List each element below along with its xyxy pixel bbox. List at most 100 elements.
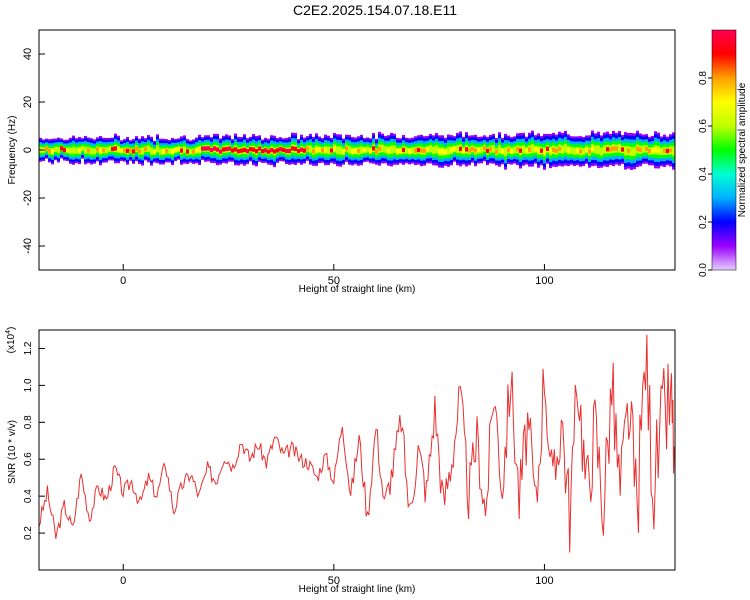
snr-y-axis-label: SNR (10 * v/v)	[7, 420, 18, 484]
snr-x-tick-label: 0	[120, 575, 126, 587]
spectrogram-cell	[228, 146, 231, 151]
spectrogram-cell	[621, 147, 624, 152]
spectrogram-cell	[234, 147, 237, 152]
figure-title: C2E2.2025.154.07.18.E11	[293, 2, 457, 18]
spectrogram-cell	[528, 147, 531, 152]
spectrogram-cell	[561, 147, 564, 152]
spectrogram-cell	[429, 146, 432, 151]
spectrogram-cell	[459, 146, 462, 152]
spectrogram-y-tick-label: -40	[22, 238, 34, 254]
spectrogram-cell	[405, 148, 408, 153]
spectrogram-cell	[552, 147, 555, 152]
spectrogram-cell	[147, 146, 150, 151]
spectrogram-y-tick-label: 20	[22, 96, 34, 108]
spectrogram-cell	[279, 147, 282, 152]
snr-y-multiplier-exponent: 4	[5, 330, 12, 334]
spectrogram-cell	[576, 148, 579, 153]
spectrogram-cell	[492, 146, 495, 151]
spectrogram-cell	[300, 147, 303, 152]
spectrogram-cell	[393, 147, 396, 152]
spectrogram-cell	[351, 149, 354, 154]
spectrogram-cell	[240, 148, 243, 153]
spectrogram-cell	[654, 147, 657, 152]
snr-x-tick-label: 50	[328, 575, 340, 587]
spectrogram-x-axis-label: Height of straight line (km)	[299, 284, 416, 295]
snr-y-tick-label: 0.2	[23, 526, 34, 540]
svg-text:(x104): (x104)	[5, 327, 17, 354]
spectrogram-cell	[69, 148, 72, 153]
spectrogram-cell	[498, 147, 501, 152]
spectrogram-cell	[453, 146, 456, 152]
spectrogram-cell	[90, 149, 93, 154]
spectrogram-cell	[354, 148, 357, 154]
spectrogram-cell	[603, 147, 606, 152]
spectrogram-cell	[648, 148, 651, 154]
spectrogram-cell	[360, 147, 363, 153]
spectrogram-cell	[264, 148, 267, 153]
snr-y-multiplier-base: (x10	[6, 333, 17, 353]
spectrogram-cell	[450, 148, 453, 153]
spectrogram-cell	[375, 149, 378, 154]
snr-y-tick-label: 1.2	[23, 341, 34, 355]
spectrogram-cell	[342, 149, 345, 154]
spectrogram-cell	[288, 148, 291, 154]
spectrogram-cell	[477, 148, 480, 153]
spectrogram-cell	[399, 148, 402, 154]
spectrogram-cell	[381, 146, 384, 151]
spectrogram-cell	[582, 149, 585, 154]
spectrogram-cell	[171, 149, 174, 154]
spectrogram-cell	[537, 148, 540, 153]
spectrogram-cell	[348, 147, 351, 153]
spectrogram-cell	[222, 147, 225, 152]
spectrogram-cell	[420, 148, 423, 153]
spectrogram-cell	[456, 146, 459, 152]
spectrogram-y-ticks: -40 -20 0 20 40	[22, 48, 45, 254]
colorbar-tick-label: 0.4	[698, 167, 709, 181]
spectrogram-cell	[327, 148, 330, 153]
spectrogram-y-axis-label: Frequency (Hz)	[7, 116, 18, 185]
spectrogram-cell	[84, 147, 87, 153]
spectrogram-cell	[75, 148, 78, 153]
spectrogram-cell	[105, 148, 108, 153]
spectrogram-cell	[144, 147, 147, 152]
spectrogram-cell	[129, 148, 132, 153]
spectrogram-x-ticks: 0 50 100	[120, 264, 554, 287]
spectrogram-cell	[285, 148, 288, 154]
spectrogram-cell	[216, 147, 219, 152]
colorbar-tick-label: 0.2	[698, 215, 709, 229]
spectrogram-cell	[120, 148, 123, 153]
spectrogram-cell	[174, 147, 177, 153]
spectrogram-cell	[636, 146, 639, 152]
spectrogram-cell	[555, 148, 558, 153]
spectrogram-cell	[249, 146, 252, 152]
spectrogram-cell	[102, 148, 105, 153]
spectrogram-cell	[48, 148, 51, 153]
spectrogram-cell	[465, 147, 468, 152]
spectrogram-cell	[339, 148, 342, 153]
spectrogram-cell	[297, 148, 300, 154]
spectrogram-cell	[585, 147, 588, 152]
spectrogram-cell	[564, 146, 567, 151]
spectrogram-cell	[186, 149, 189, 154]
spectrogram-cell	[615, 146, 618, 151]
spectrogram-cell	[210, 147, 213, 153]
spectrogram-x-tick-label: 100	[535, 275, 553, 287]
snr-x-tick-label: 100	[535, 575, 553, 587]
spectrogram-cell	[114, 146, 117, 151]
spectrogram-cell	[600, 149, 603, 154]
spectrogram-cell	[261, 149, 264, 154]
spectrogram-cell	[618, 146, 621, 151]
spectrogram-cell	[579, 149, 582, 154]
spectrogram-cell	[606, 147, 609, 152]
colorbar-label: Normalized spectral amplitude	[737, 82, 748, 217]
spectrogram-cell	[321, 148, 324, 153]
spectrogram-cell	[630, 149, 633, 154]
spectrogram-cell	[597, 147, 600, 153]
spectrogram-cell	[588, 149, 591, 154]
spectrogram-cell	[153, 149, 156, 154]
spectrogram-cell	[330, 148, 333, 153]
spectrogram-cell	[591, 146, 594, 151]
spectrogram-cell	[549, 148, 552, 154]
spectrogram-cell	[201, 146, 204, 151]
spectrogram-cell	[132, 149, 135, 154]
